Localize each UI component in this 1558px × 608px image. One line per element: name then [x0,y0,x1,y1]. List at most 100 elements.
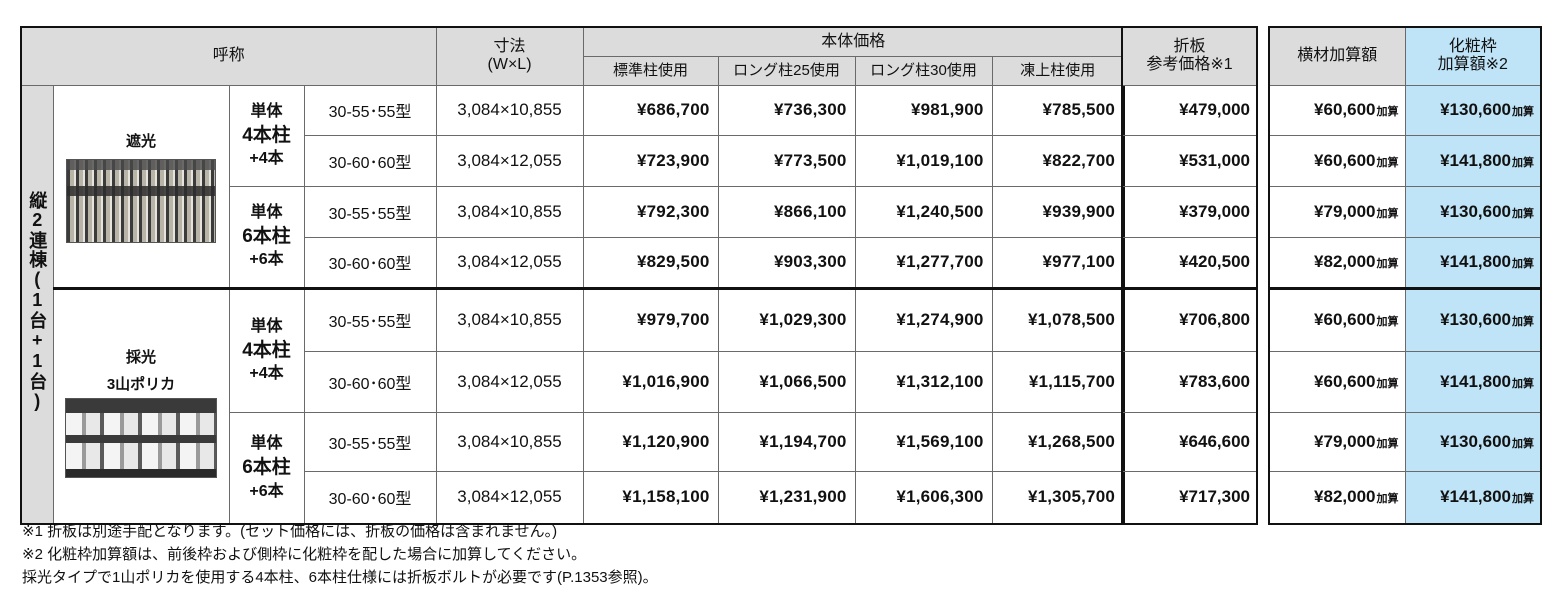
cosmetic-cell: ¥141,800加算 [1404,470,1542,525]
model-cell: 30-55･55型 [303,411,437,472]
long30-price-cell: ¥1,312,100 [854,350,993,413]
post-group-4-line1: 単体 [250,435,283,453]
cross-member-cell: ¥60,600加算 [1268,84,1406,136]
post-group-2: 単体 6本柱 +6本 [228,185,305,289]
cosmetic-cell: ¥130,600加算 [1404,286,1542,352]
add-suffix: 加算 [1376,377,1399,390]
cosmetic-cell: ¥130,600加算 [1404,185,1542,238]
cosmetic-header-line1: 化粧枠 [1448,37,1497,55]
frost-price-cell: ¥977,100 [991,236,1125,289]
post-group-1-line1: 単体 [250,103,283,121]
col-header-size: 寸法 (W×L) [435,26,584,86]
long25-price-cell: ¥1,194,700 [717,411,856,472]
model-cell: 30-60･60型 [303,236,437,289]
post-group-1-line3: +4本 [249,150,284,168]
shade-roof-image [66,158,216,243]
cosmetic-cell: ¥141,800加算 [1404,236,1542,289]
folded-price-cell: ¥379,000 [1121,185,1258,238]
cross-member-amount: ¥60,600 [1314,310,1376,329]
folded-header-line2: 参考価格※1 [1146,56,1233,74]
long30-price-cell: ¥981,900 [854,84,993,136]
cross-member-amount: ¥60,600 [1314,371,1376,391]
col-header-std-post: 標準柱使用 [582,55,719,86]
size-cell: 3,084×10,855 [435,286,584,352]
add-suffix: 加算 [1512,437,1534,450]
post-group-4-line3: +6本 [249,482,284,500]
model-cell: 30-55･55型 [303,286,437,352]
long30-price-cell: ¥1,606,300 [854,470,993,525]
add-suffix: 加算 [1376,493,1399,506]
frost-price-cell: ¥939,900 [991,185,1125,238]
long30-price-cell: ¥1,274,900 [854,286,993,352]
cosmetic-amount: ¥141,800 [1440,371,1511,391]
add-suffix: 加算 [1512,156,1534,169]
cross-member-amount: ¥79,000 [1314,431,1376,451]
variant-shade-cell: 遮光 [52,84,230,289]
long25-price-cell: ¥866,100 [717,185,856,238]
std-price-cell: ¥1,158,100 [582,470,719,525]
cross-member-cell: ¥79,000加算 [1268,411,1406,472]
col-header-name: 呼称 [20,26,437,86]
model-cell: 30-55･55型 [303,185,437,238]
folded-price-cell: ¥531,000 [1121,134,1258,187]
frost-price-cell: ¥1,268,500 [991,411,1125,472]
model-cell: 30-60･60型 [303,134,437,187]
long25-price-cell: ¥1,066,500 [717,350,856,413]
long25-price-cell: ¥903,300 [717,236,856,289]
add-suffix: 加算 [1376,316,1399,328]
std-price-cell: ¥792,300 [582,185,719,238]
cosmetic-amount: ¥130,600 [1440,100,1511,119]
long30-price-cell: ¥1,019,100 [854,134,993,187]
footnote-3: 採光タイプで1山ポリカを使用する4本柱、6本柱仕様には折板ボルトが必要です(P.… [22,569,658,586]
variant-light-cell: 採光 3山ポリカ [52,286,230,525]
add-suffix: 加算 [1376,106,1399,118]
variant-light-sublabel: 3山ポリカ [106,375,176,393]
std-price-cell: ¥979,700 [582,286,719,352]
folded-price-cell: ¥420,500 [1121,236,1258,289]
folded-price-cell: ¥706,800 [1121,286,1258,352]
long25-price-cell: ¥736,300 [717,84,856,136]
std-price-cell: ¥723,900 [582,134,719,187]
size-cell: 3,084×12,055 [435,350,584,413]
size-cell: 3,084×10,855 [435,185,584,238]
folded-price-cell: ¥646,600 [1121,411,1258,472]
frost-price-cell: ¥1,115,700 [991,350,1125,413]
frost-price-cell: ¥822,700 [991,134,1125,187]
cosmetic-amount: ¥130,600 [1440,431,1511,451]
variant-light-label: 採光 [125,348,156,366]
cosmetic-amount: ¥130,600 [1440,201,1511,221]
col-header-body-price: 本体価格 [582,26,1125,57]
folded-header-line1: 折板 [1173,37,1206,55]
price-table: 呼称 寸法 (W×L) 本体価格 標準柱使用 ロング柱25使用 ロング柱30使用… [20,26,1126,525]
cross-member-amount: ¥82,000 [1314,487,1376,507]
size-unit-label: (W×L) [487,56,532,74]
cosmetic-cell: ¥130,600加算 [1404,411,1542,472]
col-header-long25: ロング柱25使用 [717,55,856,86]
cross-member-cell: ¥79,000加算 [1268,185,1406,238]
model-cell: 30-60･60型 [303,350,437,413]
col-header-folded: 折板 参考価格※1 [1121,26,1258,86]
cross-member-amount: ¥82,000 [1314,252,1376,271]
post-group-3: 単体 4本柱 +4本 [228,286,305,413]
post-group-2-line2: 6本柱 [242,225,291,247]
daylight-roof-image [65,397,217,478]
cosmetic-cell: ¥130,600加算 [1404,84,1542,136]
cosmetic-cell: ¥141,800加算 [1404,134,1542,187]
add-suffix: 加算 [1512,316,1534,328]
frost-price-cell: ¥785,500 [991,84,1125,136]
add-suffix: 加算 [1512,377,1534,390]
size-cell: 3,084×12,055 [435,236,584,289]
std-price-cell: ¥1,016,900 [582,350,719,413]
size-cell: 3,084×12,055 [435,470,584,525]
cosmetic-amount: ¥130,600 [1440,310,1511,329]
frost-price-cell: ¥1,078,500 [991,286,1125,352]
cross-member-cell: ¥60,600加算 [1268,134,1406,187]
post-group-1-line2: 4本柱 [242,124,291,146]
size-cell: 3,084×10,855 [435,84,584,136]
std-price-cell: ¥1,120,900 [582,411,719,472]
addon-table: 横材加算額 化粧枠 加算額※2 ¥60,600加算 ¥130,600加算 ¥60… [1268,26,1542,525]
add-suffix: 加算 [1512,106,1534,118]
folded-price-table: 折板 参考価格※1 ¥479,000 ¥531,000 ¥379,000 ¥42… [1121,26,1258,525]
cross-member-cell: ¥60,600加算 [1268,350,1406,413]
post-group-4: 単体 6本柱 +6本 [228,411,305,525]
